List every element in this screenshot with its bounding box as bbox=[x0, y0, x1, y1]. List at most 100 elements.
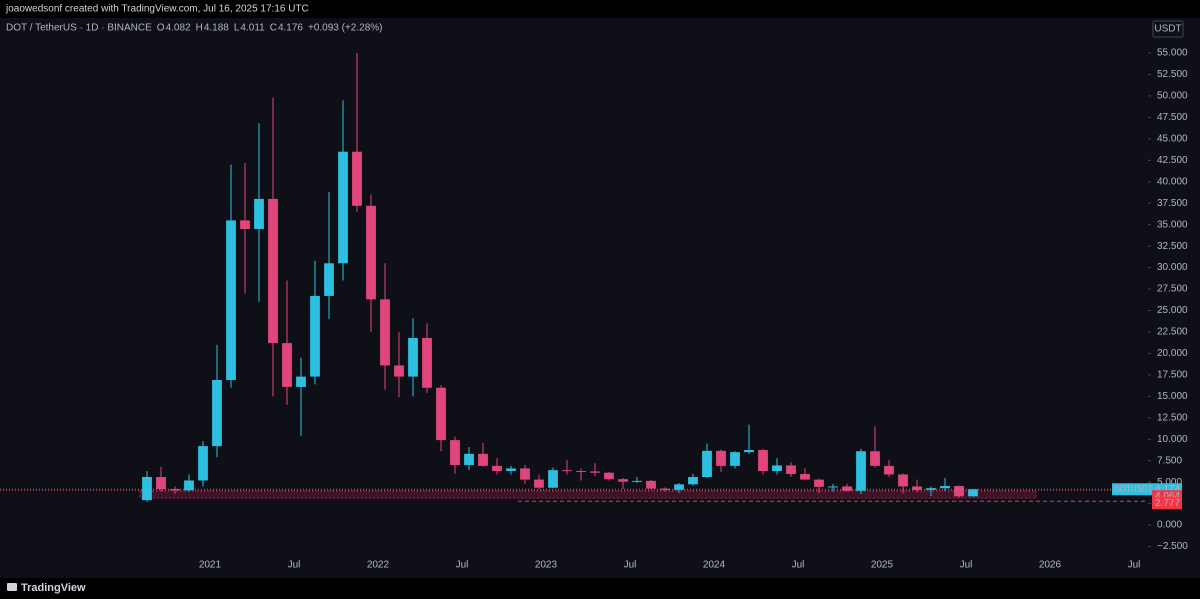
legend-ohlc-value: 4.011 bbox=[240, 23, 265, 34]
legend-symbol: DOT / TetherUS · 1D · BINANCE bbox=[6, 23, 152, 34]
candle-body bbox=[408, 337, 418, 377]
candle-body bbox=[464, 453, 474, 466]
header-text: joaowedsonf created with TradingView.com… bbox=[5, 4, 309, 15]
footer-bar bbox=[0, 578, 1200, 599]
y-tick-label: 40.000 bbox=[1157, 176, 1188, 187]
last-price-badge: 4.174 bbox=[1155, 484, 1180, 495]
y-tick-label: 47.500 bbox=[1157, 112, 1188, 123]
x-tick-label: Jul bbox=[456, 560, 469, 571]
x-tick-label: 2023 bbox=[535, 560, 558, 571]
brand-text: TradingView bbox=[21, 582, 86, 594]
candle-body bbox=[716, 450, 726, 466]
candle-body bbox=[576, 471, 586, 473]
y-tick-label: 25.000 bbox=[1157, 305, 1188, 316]
candle-body bbox=[268, 198, 278, 344]
candle-body bbox=[912, 486, 922, 490]
x-tick-label: Jul bbox=[624, 560, 637, 571]
y-tick-label: 20.000 bbox=[1157, 348, 1188, 359]
candle-body bbox=[478, 453, 488, 466]
candle-body bbox=[422, 337, 432, 388]
logo-mark bbox=[7, 583, 17, 591]
candle-body bbox=[212, 380, 222, 447]
legend-ohlc-value: 4.188 bbox=[204, 23, 229, 34]
candle-body bbox=[954, 486, 964, 497]
candle-body bbox=[492, 465, 502, 472]
y-tick-label: 15.000 bbox=[1157, 391, 1188, 402]
candle-body bbox=[590, 471, 600, 473]
y-tick-label: −2.500 bbox=[1157, 541, 1188, 552]
candle-body bbox=[520, 468, 530, 480]
candle-body bbox=[688, 477, 698, 485]
y-tick-label: 45.000 bbox=[1157, 133, 1188, 144]
y-tick-label: 0.000 bbox=[1157, 520, 1182, 531]
x-tick-label: 2022 bbox=[367, 560, 390, 571]
level-badge: 4.064 bbox=[1155, 491, 1180, 502]
candle-body bbox=[870, 451, 880, 466]
legend-ohlc-key: C bbox=[270, 23, 277, 34]
candle-body bbox=[772, 465, 782, 472]
y-tick-label: 22.500 bbox=[1157, 327, 1188, 338]
candle-body bbox=[156, 477, 166, 490]
candle-body bbox=[604, 472, 614, 480]
level-badge: 2.777 bbox=[1155, 498, 1180, 509]
candle-body bbox=[366, 205, 376, 300]
candle-body bbox=[842, 486, 852, 491]
y-tick-label: 5.000 bbox=[1157, 477, 1182, 488]
legend-ohlc-key: O bbox=[157, 23, 165, 34]
currency-box[interactable] bbox=[1152, 20, 1184, 38]
legend: DOT / TetherUS · 1D · BINANCE O 4.082 H 4.18… bbox=[6, 23, 382, 34]
candle-body bbox=[506, 468, 516, 472]
candle-body bbox=[758, 449, 768, 472]
y-tick-label: 37.500 bbox=[1157, 198, 1188, 209]
candle-body bbox=[800, 474, 810, 480]
y-tick-label: 35.000 bbox=[1157, 219, 1188, 230]
x-tick-label: Jul bbox=[792, 560, 805, 571]
x-tick-label: 2021 bbox=[199, 560, 222, 571]
candle-body bbox=[450, 440, 460, 466]
y-tick-label: 12.500 bbox=[1157, 412, 1188, 423]
y-tick-label: 7.500 bbox=[1157, 455, 1182, 466]
candle-body bbox=[338, 151, 348, 264]
candle-body bbox=[828, 486, 838, 488]
candle-body bbox=[618, 479, 628, 482]
candle-body bbox=[352, 151, 362, 206]
legend-ohlc-key: L bbox=[234, 23, 240, 34]
candle-body bbox=[856, 451, 866, 491]
candle-body bbox=[940, 486, 950, 489]
candle-body bbox=[282, 343, 292, 387]
candle-body bbox=[646, 480, 656, 489]
candle-body bbox=[240, 220, 250, 229]
candle-body bbox=[296, 376, 306, 387]
y-tick-label: 30.000 bbox=[1157, 262, 1188, 273]
last-price-tag-bg bbox=[1112, 483, 1152, 496]
candle-body bbox=[660, 488, 670, 490]
candle-body bbox=[968, 489, 978, 497]
candle-body bbox=[534, 479, 544, 488]
candle-body bbox=[884, 465, 894, 475]
candle-body bbox=[324, 263, 334, 296]
candle-body bbox=[786, 465, 796, 475]
candle-body bbox=[184, 480, 194, 491]
candle-body bbox=[702, 450, 712, 478]
y-tick-label: 32.500 bbox=[1157, 241, 1188, 252]
legend-ohlc-value: 4.176 bbox=[278, 23, 303, 34]
y-tick-label: 17.500 bbox=[1157, 370, 1188, 381]
level-badge-bg bbox=[1152, 497, 1182, 510]
y-tick-label: 55.000 bbox=[1157, 48, 1188, 59]
x-tick-label: 2026 bbox=[1039, 560, 1062, 571]
x-tick-label: 2025 bbox=[871, 560, 894, 571]
y-tick-label: 50.000 bbox=[1157, 91, 1188, 102]
candle-body bbox=[380, 299, 390, 366]
y-tick-label: 52.500 bbox=[1157, 69, 1188, 80]
y-tick-label: 27.500 bbox=[1157, 284, 1188, 295]
candle-body bbox=[310, 295, 320, 377]
brand-logo bbox=[7, 583, 17, 591]
legend-ohlc-value: 4.082 bbox=[166, 23, 191, 34]
candle-body bbox=[226, 220, 236, 381]
legend-ohlc-key: H bbox=[196, 23, 203, 34]
legend-change: +0.093 (+2.28%) bbox=[308, 23, 383, 34]
x-tick-label: Jul bbox=[960, 560, 973, 571]
